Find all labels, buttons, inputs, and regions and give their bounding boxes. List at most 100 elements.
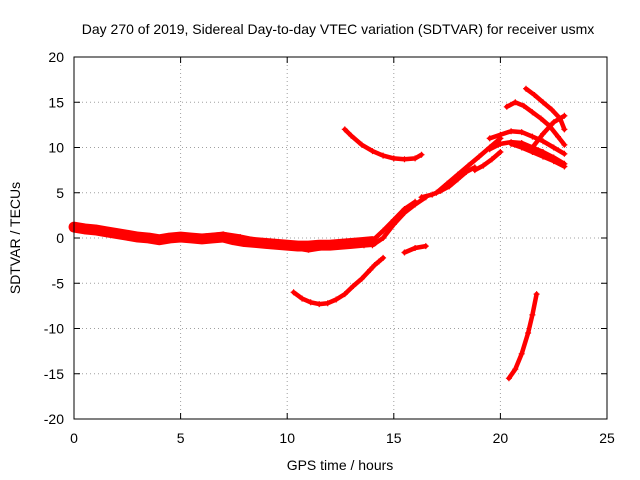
data-point (529, 311, 536, 318)
data-point (540, 99, 546, 106)
data-point (356, 239, 363, 246)
y-tick-label: 20 (48, 49, 64, 65)
series-climb-arc-3 (472, 149, 503, 173)
data-point (156, 236, 163, 243)
data-point (465, 162, 472, 169)
data-point (113, 230, 120, 237)
data-point (561, 126, 568, 133)
data-point (412, 155, 419, 162)
data-point (508, 140, 515, 147)
x-tick-label: 15 (386, 430, 402, 446)
y-tick-label: -5 (52, 275, 65, 291)
data-point (361, 242, 367, 249)
series-secondary-band (203, 231, 363, 253)
data-point (401, 156, 408, 163)
data-point (401, 249, 408, 256)
y-tick-label: 0 (56, 230, 64, 246)
data-point (380, 254, 387, 261)
data-point (531, 92, 538, 98)
y-axis-label: SDTVAR / TECUs (7, 182, 23, 294)
data-point (341, 291, 348, 298)
data-point (518, 350, 525, 357)
data-point (508, 128, 515, 135)
data-point (339, 242, 346, 249)
series-dip-arc-tail (368, 255, 386, 272)
data-point (103, 228, 109, 235)
data-point (358, 141, 365, 148)
data-point (555, 133, 561, 140)
data-point (523, 85, 529, 92)
data-point (367, 266, 374, 273)
data-point (188, 235, 195, 241)
data-point (503, 103, 510, 110)
data-point (540, 130, 546, 137)
data-point (418, 194, 425, 201)
data-point (369, 242, 376, 249)
data-point (203, 233, 210, 240)
data-point (375, 258, 382, 265)
data-point (401, 209, 408, 216)
axis-ticks: 0 5 10 15 20 25 -20 -15 -10 -5 0 5 10 15 20 (44, 49, 615, 446)
data-point (518, 144, 525, 151)
data-point (480, 162, 487, 169)
data-point (307, 299, 314, 306)
data-point (324, 300, 331, 307)
x-tick-label: 25 (599, 430, 615, 446)
series-rise-arc-left (361, 199, 418, 248)
series-steep-right-arc (530, 113, 567, 150)
data-point (371, 262, 378, 269)
data-point (486, 135, 493, 142)
y-tick-label: 15 (48, 94, 64, 110)
plot-area (68, 85, 568, 382)
data-point (497, 140, 504, 147)
data-point (550, 158, 557, 165)
data-point (198, 235, 205, 242)
data-point (486, 146, 493, 153)
data-point (299, 295, 306, 302)
x-axis-label: GPS time / hours (287, 457, 394, 473)
y-tick-label: -15 (44, 366, 64, 382)
series-dip-arc (291, 267, 373, 307)
data-point (512, 366, 519, 373)
data-point (529, 133, 536, 140)
data-point (422, 243, 429, 250)
data-point (305, 246, 312, 253)
data-point (561, 141, 568, 148)
data-point (145, 235, 152, 241)
data-point (418, 151, 425, 158)
series-deep-plunge-arc (506, 291, 539, 381)
x-tick-label: 5 (177, 430, 185, 446)
y-tick-label: 10 (48, 140, 64, 156)
data-point (505, 375, 512, 382)
data-point (471, 167, 478, 174)
data-point (488, 156, 495, 163)
data-point (290, 289, 297, 296)
data-point (518, 129, 525, 136)
data-point (316, 301, 323, 308)
y-tick-label: -10 (44, 321, 64, 337)
data-point (433, 189, 440, 196)
data-point (529, 109, 536, 116)
y-tick-label: 5 (56, 185, 64, 201)
data-point (540, 153, 546, 160)
data-point (177, 234, 184, 241)
data-point (476, 153, 483, 160)
data-point (412, 245, 419, 251)
series-rise-arc-right (370, 195, 429, 248)
data-point (390, 221, 397, 228)
data-point (380, 227, 387, 234)
data-point (124, 232, 131, 239)
data-point (529, 144, 536, 151)
data-point (358, 275, 365, 282)
data-point (540, 138, 546, 145)
data-point (369, 148, 376, 155)
data-point (550, 119, 557, 126)
y-tick-label: -20 (44, 411, 64, 427)
data-point (92, 226, 99, 233)
data-point (412, 201, 419, 208)
data-point (333, 296, 340, 303)
data-point (537, 115, 544, 122)
data-point (380, 152, 387, 159)
data-point (561, 112, 568, 119)
